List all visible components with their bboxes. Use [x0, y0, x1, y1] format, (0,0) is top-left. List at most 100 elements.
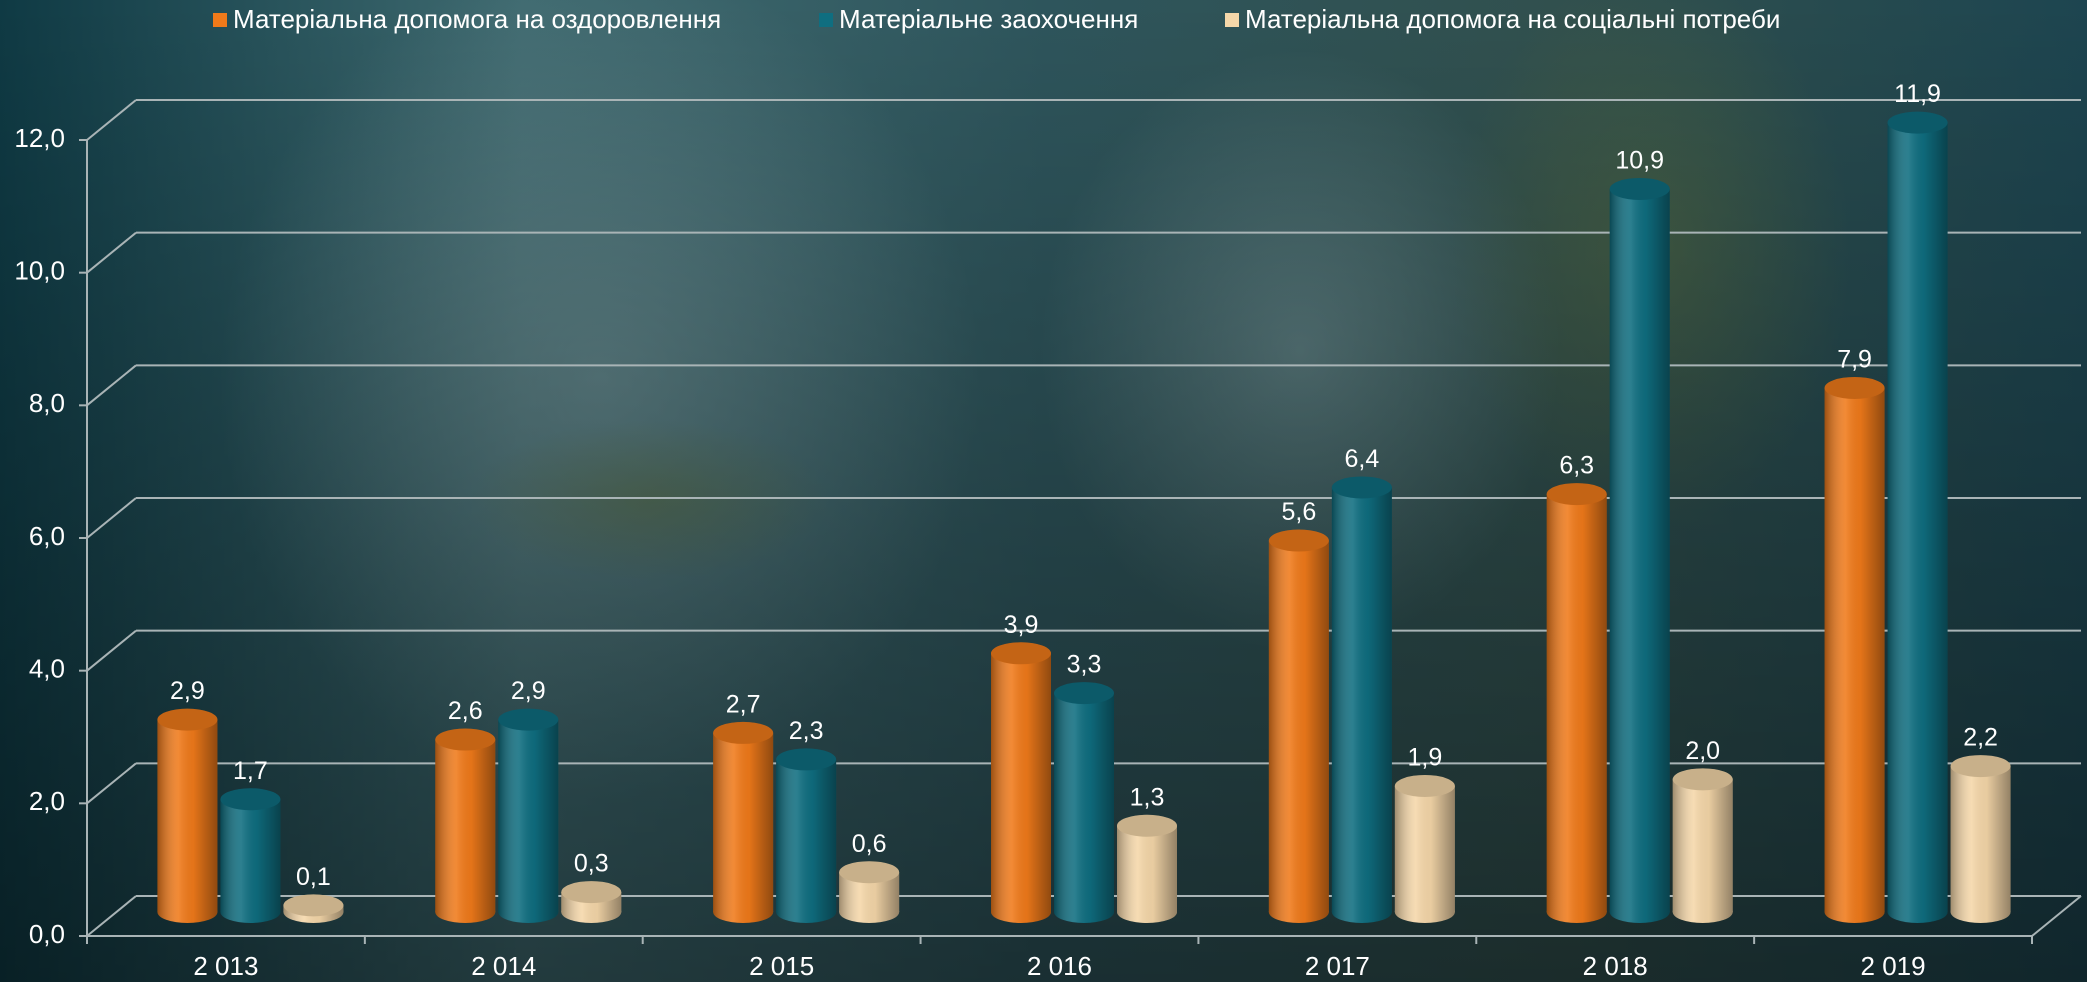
bar: [220, 788, 280, 923]
bar-top-highlight: [839, 861, 899, 883]
value-label: 2,2: [1963, 724, 1998, 752]
x-tick-label: 2 018: [1583, 951, 1648, 981]
y-tick-label: 4,0: [29, 654, 65, 684]
value-label: 2,7: [726, 691, 761, 719]
x-tick-label: 2 015: [749, 951, 814, 981]
legend-label: Матеріальне заохочення: [839, 4, 1138, 34]
bar-top-highlight: [1117, 815, 1177, 837]
bar-body-shade: [435, 740, 495, 912]
bar-body-shade: [1825, 388, 1885, 912]
value-label: 1,3: [1130, 783, 1165, 811]
value-label: 2,3: [789, 717, 824, 745]
bar-body-shade: [1269, 541, 1329, 912]
bar-top-highlight: [1610, 178, 1670, 200]
bar: [776, 748, 836, 923]
bar: [1395, 775, 1455, 923]
bar: [1951, 755, 2011, 923]
value-label: 3,9: [1004, 611, 1039, 639]
bar-top-highlight: [1673, 768, 1733, 790]
bar-top-highlight: [498, 709, 558, 731]
bar: [839, 861, 899, 923]
bar: [991, 642, 1051, 923]
bar-body-shade: [1117, 826, 1177, 912]
bar-top-highlight: [1395, 775, 1455, 797]
legend-swatch: [213, 13, 227, 27]
y-tick-label: 2,0: [29, 786, 65, 816]
bar-body-shade: [1547, 494, 1607, 912]
legend-label: Матеріальна допомога на оздоровлення: [233, 4, 721, 34]
bar: [1054, 682, 1114, 923]
legend-label: Матеріальна допомога на соціальні потреб…: [1245, 4, 1780, 34]
y-tick-label: 12,0: [14, 123, 65, 153]
chart: 0,0 2,0 4,0 6,0 8,0 10,0 12,0 2 013 2,9 1,7 0,1 2 0…: [0, 0, 2087, 982]
bar-top-highlight: [1888, 112, 1948, 134]
bar-body-shade: [776, 759, 836, 912]
bar-body-shade: [713, 733, 773, 912]
bar-body-shade: [1673, 779, 1733, 912]
x-tick-label: 2 016: [1027, 951, 1092, 981]
value-label: 2,0: [1685, 737, 1720, 765]
bar: [1888, 112, 1948, 923]
value-label: 11,9: [1894, 80, 1941, 108]
bar-body-shade: [1054, 693, 1114, 912]
x-tick-label: 2 014: [471, 951, 536, 981]
bar-body-shade: [1395, 786, 1455, 912]
bar: [1547, 483, 1607, 923]
page: {"chart_data": { "type": "bar", "categor…: [0, 0, 2087, 982]
bar: [157, 709, 217, 923]
bar: [713, 722, 773, 923]
bar: [1610, 178, 1670, 923]
bar-top-highlight: [1054, 682, 1114, 704]
bar-body-shade: [498, 720, 558, 912]
bar-top-highlight: [1951, 755, 2011, 777]
bar-body-shade: [157, 720, 217, 912]
bar: [435, 729, 495, 923]
bar-body-shade: [1610, 189, 1670, 912]
bar-top-highlight: [713, 722, 773, 744]
bar-top-highlight: [561, 881, 621, 903]
value-label: 0,3: [574, 850, 609, 878]
bar-top-highlight: [991, 642, 1051, 664]
value-label: 3,3: [1067, 651, 1102, 679]
y-tick-label: 10,0: [14, 256, 65, 286]
bar-top-highlight: [1825, 377, 1885, 399]
value-label: 10,9: [1615, 147, 1664, 175]
bar: [283, 894, 343, 923]
bar: [561, 881, 621, 923]
bar: [1269, 530, 1329, 923]
value-label: 2,6: [448, 697, 483, 725]
bar-top-highlight: [1332, 476, 1392, 498]
bar-top-highlight: [776, 748, 836, 770]
value-label: 1,7: [233, 757, 268, 785]
y-tick-label: 0,0: [29, 919, 65, 949]
bar: [498, 709, 558, 923]
legend-swatch: [1225, 13, 1239, 27]
bar: [1825, 377, 1885, 923]
bar-body-shade: [991, 653, 1051, 912]
value-label: 1,9: [1407, 744, 1442, 772]
value-label: 2,9: [170, 677, 205, 705]
bar: [1332, 476, 1392, 923]
bar-body-shade: [1332, 487, 1392, 912]
value-label: 6,4: [1344, 445, 1379, 473]
y-tick-label: 6,0: [29, 521, 65, 551]
x-tick-label: 2 013: [193, 951, 258, 981]
x-tick-label: 2 017: [1305, 951, 1370, 981]
value-label: 5,6: [1281, 498, 1316, 526]
y-tick-label: 8,0: [29, 388, 65, 418]
value-label: 2,9: [511, 677, 546, 705]
bar-top-highlight: [157, 709, 217, 731]
value-label: 0,6: [852, 830, 887, 858]
legend-swatch: [819, 13, 833, 27]
bar: [1117, 815, 1177, 923]
bar-body-shade: [220, 799, 280, 912]
bar-top-highlight: [1269, 530, 1329, 552]
bar-top-highlight: [1547, 483, 1607, 505]
bar-top-highlight: [435, 729, 495, 751]
bar: [1673, 768, 1733, 923]
bar-top-highlight: [220, 788, 280, 810]
value-label: 7,9: [1837, 346, 1872, 374]
value-label: 0,1: [296, 863, 331, 891]
x-tick-label: 2 019: [1861, 951, 1926, 981]
bar-body-shade: [1888, 123, 1948, 912]
